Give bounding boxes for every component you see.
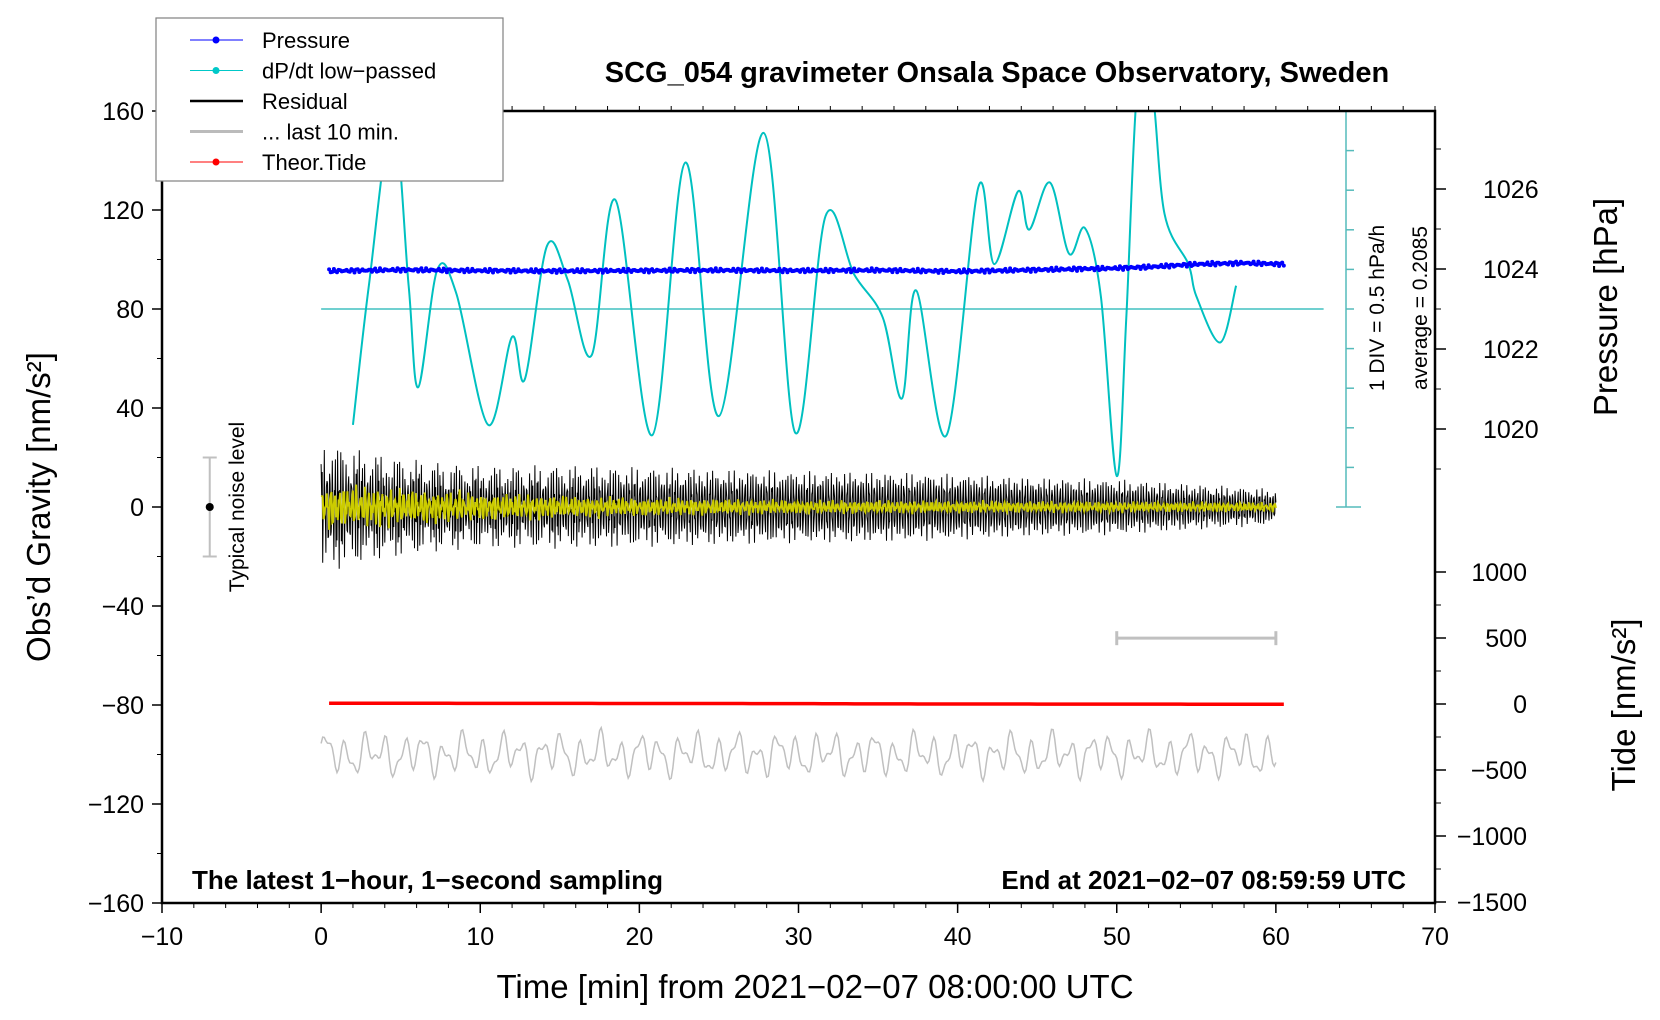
legend: Pressure dP/dt low−passed Residual ... last… bbox=[155, 17, 504, 182]
x-axis-label: Time [min] from 2021−02−07 08:00:00 UTC bbox=[496, 968, 1133, 1005]
legend-entry: dP/dt low−passed bbox=[190, 59, 436, 84]
pressure-point bbox=[486, 270, 491, 274]
tide-tick-label: 0 bbox=[1513, 691, 1527, 719]
pressure-point bbox=[872, 269, 877, 274]
pressure-point bbox=[1141, 263, 1146, 268]
pressure-tick-label: 1026 bbox=[1483, 176, 1539, 204]
y-tick-label: 40 bbox=[116, 395, 144, 423]
axes: −10 0 10 20 30 40 50 60 7016012080400−40−80−120−… bbox=[88, 98, 1539, 951]
tide-tick-label: −1000 bbox=[1457, 823, 1527, 851]
pressure-point bbox=[826, 270, 831, 275]
y-tick-label: −80 bbox=[102, 692, 144, 720]
pressure-point bbox=[1075, 268, 1079, 273]
legend-label: ... last 10 min. bbox=[262, 120, 399, 145]
pressure-point bbox=[440, 269, 445, 274]
y-tick-label: 120 bbox=[102, 197, 144, 225]
pressure-point bbox=[847, 267, 852, 271]
annotation-bottom-left: The latest 1−hour, 1−second sampling bbox=[192, 865, 663, 895]
pressure-point bbox=[1162, 265, 1167, 270]
pressure-point bbox=[939, 267, 944, 272]
last-10-min-line bbox=[320, 725, 1277, 784]
pressure-tick-label: 1020 bbox=[1483, 416, 1539, 444]
y-tick-label: −40 bbox=[102, 593, 144, 621]
pressure-point bbox=[985, 267, 990, 272]
pressure-point bbox=[532, 270, 537, 275]
pressure-point bbox=[893, 267, 898, 272]
legend-label: dP/dt low−passed bbox=[262, 59, 436, 84]
legend-entry: ... last 10 min. bbox=[190, 120, 399, 145]
average-label: average = 0.2085 bbox=[1409, 226, 1432, 390]
pressure-point bbox=[624, 270, 629, 274]
pressure-point bbox=[1049, 265, 1054, 270]
x-tick-label: 10 bbox=[466, 923, 494, 951]
y-tick-label: 160 bbox=[102, 98, 144, 126]
x-tick-label: 70 bbox=[1421, 923, 1449, 951]
pressure-point bbox=[1280, 260, 1285, 265]
pressure-point bbox=[465, 266, 470, 271]
pressure-point bbox=[1208, 263, 1213, 268]
div-label: 1 DIV = 0.5 hPa/h bbox=[1366, 225, 1389, 391]
legend-label: Residual bbox=[262, 89, 348, 114]
y-tick-label: 80 bbox=[116, 296, 144, 324]
plot-marks bbox=[202, 111, 1361, 784]
pressure-point bbox=[511, 267, 516, 271]
pressure-point bbox=[1116, 267, 1121, 272]
pressure-point bbox=[1281, 263, 1286, 268]
pressure-point bbox=[1028, 269, 1033, 274]
legend-box bbox=[155, 17, 504, 182]
pressure-point bbox=[780, 270, 785, 275]
y-tick-label: −160 bbox=[88, 890, 144, 918]
pressure-point bbox=[373, 266, 378, 271]
y-tick-label: −120 bbox=[88, 791, 144, 819]
tide-tick-label: 1000 bbox=[1471, 559, 1527, 587]
x-tick-label: 20 bbox=[625, 923, 653, 951]
pressure-point bbox=[1234, 259, 1239, 264]
legend-entry: Pressure bbox=[190, 28, 350, 53]
chart-title: SCG_054 gravimeter Onsala Space Observat… bbox=[605, 57, 1389, 89]
legend-entry: Theor.Tide bbox=[190, 150, 366, 175]
y-axis-label-tide: Tide [nm/s²] bbox=[1605, 619, 1642, 792]
x-tick-label: −10 bbox=[141, 923, 183, 951]
pressure-tick-label: 1024 bbox=[1483, 256, 1539, 284]
legend-marker bbox=[212, 67, 220, 74]
pressure-point bbox=[1121, 267, 1126, 272]
x-tick-label: 30 bbox=[785, 923, 813, 951]
pressure-series bbox=[327, 259, 1286, 275]
legend-label: Pressure bbox=[262, 28, 350, 53]
x-tick-label: 60 bbox=[1262, 923, 1290, 951]
annotation-bottom-right: End at 2021−02−07 08:59:59 UTC bbox=[1001, 865, 1406, 895]
pressure-point bbox=[919, 270, 923, 275]
tide-tick-label: −1500 bbox=[1457, 889, 1527, 917]
noise-level-label: Typical noise level bbox=[226, 422, 249, 592]
noise-center-point bbox=[205, 503, 214, 511]
pressure-point bbox=[1187, 260, 1192, 265]
legend-entry: Residual bbox=[190, 89, 348, 114]
x-tick-label: 50 bbox=[1103, 923, 1131, 951]
tide-tick-label: 500 bbox=[1485, 625, 1527, 653]
pressure-point bbox=[557, 267, 562, 272]
pressure-point bbox=[419, 266, 424, 271]
pressure-tick-label: 1022 bbox=[1483, 336, 1539, 364]
dpdt-line bbox=[351, 111, 1238, 478]
tide-tick-label: −500 bbox=[1471, 757, 1527, 785]
legend-marker bbox=[212, 158, 220, 166]
y-axis-label-gravity: Obs’d Gravity [nm/s²] bbox=[20, 352, 57, 662]
pressure-point bbox=[578, 270, 583, 275]
pressure-point bbox=[1254, 262, 1259, 267]
legend-label: Theor.Tide bbox=[262, 150, 366, 175]
pressure-point bbox=[801, 267, 806, 272]
residual-smoothed-line bbox=[320, 484, 1277, 530]
legend-marker bbox=[212, 36, 220, 44]
pressure-point bbox=[1095, 264, 1100, 269]
residual-line bbox=[320, 449, 1277, 569]
pressure-point bbox=[734, 270, 739, 274]
y-tick-label: 0 bbox=[130, 494, 144, 522]
pressure-point bbox=[688, 270, 693, 274]
x-tick-label: 40 bbox=[944, 923, 972, 951]
x-tick-label: 0 bbox=[314, 923, 328, 951]
y-axis-label-pressure: Pressure [hPa] bbox=[1587, 198, 1624, 416]
theor-tide-line bbox=[329, 701, 1284, 707]
